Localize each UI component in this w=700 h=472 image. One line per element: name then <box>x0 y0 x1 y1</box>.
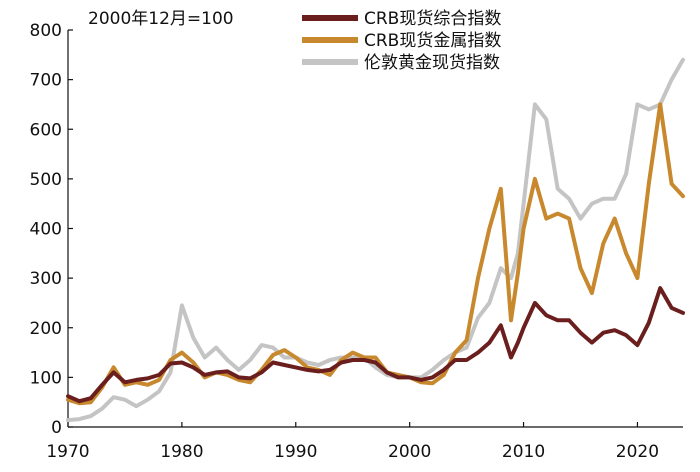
legend-label-2: 伦敦黄金现货指数 <box>364 53 500 73</box>
base-period-note: 2000年12月=100 <box>88 9 234 29</box>
y-tick-label: 0 <box>51 418 62 438</box>
x-tick-label: 1970 <box>46 442 89 462</box>
y-tick-label: 700 <box>30 71 62 91</box>
legend-label-1: CRB现货金属指数 <box>364 31 501 51</box>
legend-label-0: CRB现货综合指数 <box>364 9 501 29</box>
series-line-2 <box>66 57 685 423</box>
x-tick-label: 2000 <box>388 442 431 462</box>
y-tick-label: 300 <box>30 269 62 289</box>
x-tick-label: 1980 <box>160 442 203 462</box>
x-tick-label: 1990 <box>274 442 317 462</box>
chart-series <box>66 57 685 423</box>
x-tick-label: 2010 <box>502 442 545 462</box>
y-tick-label: 500 <box>30 170 62 190</box>
y-tick-label: 600 <box>30 120 62 140</box>
y-tick-label: 400 <box>30 220 62 240</box>
y-tick-label: 200 <box>30 319 62 339</box>
chart-axes: 0 100 200 300 400 500 600 700 800 1970 1980 1990 200… <box>30 21 683 462</box>
y-tick-label: 800 <box>30 21 62 41</box>
y-tick-label: 100 <box>30 368 62 388</box>
series-line-0 <box>66 286 685 404</box>
series-line-1 <box>66 102 685 406</box>
x-tick-label: 2020 <box>616 442 659 462</box>
